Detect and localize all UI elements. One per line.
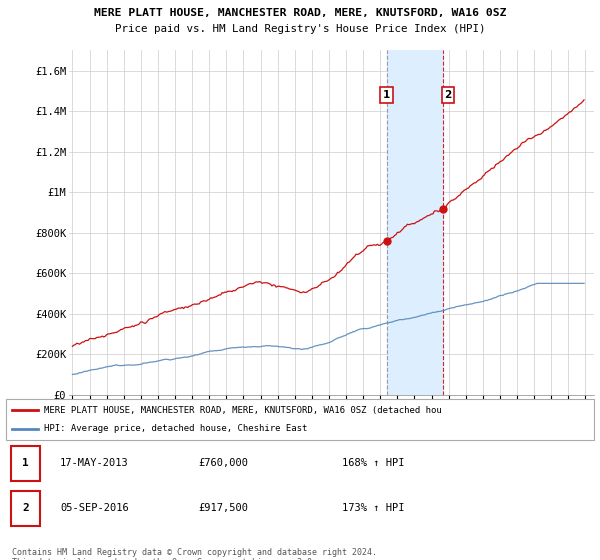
Text: 05-SEP-2016: 05-SEP-2016 xyxy=(60,503,129,513)
Text: HPI: Average price, detached house, Cheshire East: HPI: Average price, detached house, Ches… xyxy=(44,424,308,433)
FancyBboxPatch shape xyxy=(6,399,594,440)
Text: £760,000: £760,000 xyxy=(198,459,248,468)
Text: Price paid vs. HM Land Registry's House Price Index (HPI): Price paid vs. HM Land Registry's House … xyxy=(115,24,485,34)
Text: 173% ↑ HPI: 173% ↑ HPI xyxy=(342,503,404,513)
Text: 17-MAY-2013: 17-MAY-2013 xyxy=(60,459,129,468)
Text: £917,500: £917,500 xyxy=(198,503,248,513)
Text: 2: 2 xyxy=(445,90,452,100)
FancyBboxPatch shape xyxy=(11,491,40,526)
Text: Contains HM Land Registry data © Crown copyright and database right 2024.
This d: Contains HM Land Registry data © Crown c… xyxy=(12,548,377,560)
Text: MERE PLATT HOUSE, MANCHESTER ROAD, MERE, KNUTSFORD, WA16 0SZ (detached hou: MERE PLATT HOUSE, MANCHESTER ROAD, MERE,… xyxy=(44,405,442,414)
Text: 1: 1 xyxy=(22,459,29,468)
Text: 168% ↑ HPI: 168% ↑ HPI xyxy=(342,459,404,468)
FancyBboxPatch shape xyxy=(11,446,40,481)
Bar xyxy=(386,50,443,395)
Text: MERE PLATT HOUSE, MANCHESTER ROAD, MERE, KNUTSFORD, WA16 0SZ: MERE PLATT HOUSE, MANCHESTER ROAD, MERE,… xyxy=(94,8,506,18)
Text: 2: 2 xyxy=(22,503,29,513)
Text: 1: 1 xyxy=(383,90,390,100)
